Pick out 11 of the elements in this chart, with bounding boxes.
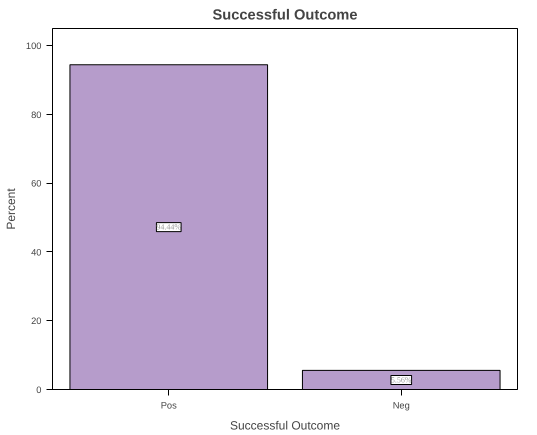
y-tick-label: 80 (31, 110, 42, 120)
y-tick-label: 100 (26, 41, 42, 52)
y-tick-label: 60 (31, 178, 42, 189)
x-tick-label: Pos (160, 400, 178, 410)
chart-title: Successful Outcome (212, 8, 358, 24)
y-tick-label: 40 (31, 247, 42, 258)
y-tick-label: 20 (31, 316, 42, 326)
y-tick-label: 0 (36, 385, 42, 395)
y-axis-title: Percent (4, 188, 18, 230)
x-tick-label: Neg (392, 400, 410, 410)
x-axis-title: Successful Outcome (230, 418, 340, 432)
